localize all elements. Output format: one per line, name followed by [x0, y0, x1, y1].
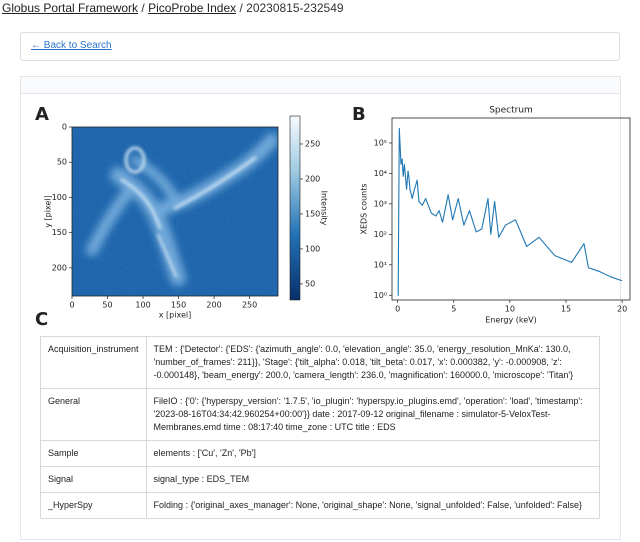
panel-label: C	[35, 309, 48, 330]
colorbar-tick-label: 200	[305, 174, 320, 183]
field-value: elements : ['Cu', 'Zn', 'Pb']	[145, 440, 601, 467]
y-axis-label: XEDS counts	[360, 183, 369, 234]
x-axis-label: x [pixel]	[159, 311, 191, 320]
table-row: General FileIO : {'0': {'hyperspy_version…	[40, 388, 601, 441]
field-value: signal_type : EDS_TEM	[145, 466, 601, 493]
card-header	[21, 77, 620, 94]
field-value: FileIO : {'0': {'hyperspy_version': '1.7…	[145, 388, 601, 441]
x-tick-label: 250	[242, 301, 257, 310]
x-tick-label: 20	[617, 305, 627, 314]
y-tick-label: 10²	[374, 230, 387, 239]
breadcrumb: Globus Portal Framework / PicoProbe Inde…	[2, 1, 344, 15]
y-tick-label: 100	[52, 193, 67, 202]
x-tick-label: 200	[206, 301, 221, 310]
back-box: ← Back to Search	[20, 32, 620, 61]
crumb-current: 20230815-232549	[246, 1, 344, 15]
back-link[interactable]: ← Back to Search	[31, 40, 112, 51]
table-row: _HyperSpy Folding : {'original_axes_manag…	[40, 492, 601, 519]
y-tick-label: 10⁴	[374, 169, 387, 178]
colorbar-label: Intensity	[320, 191, 329, 226]
x-tick-label: 15	[561, 305, 571, 314]
field-name: Sample	[40, 440, 147, 467]
field-value: TEM : {'Detector': {'EDS': {'azimuth_ang…	[145, 336, 601, 389]
table-row: Sample elements : ['Cu', 'Zn', 'Pb']	[40, 440, 601, 467]
back-arrow: ←	[31, 40, 41, 51]
field-name: General	[40, 388, 147, 441]
y-tick-label: 10³	[374, 199, 387, 208]
y-tick-label: 10⁵	[374, 138, 387, 147]
colorbar-tick-label: 100	[305, 244, 320, 253]
x-tick-label: 0	[69, 301, 74, 310]
panel-label: B	[352, 104, 366, 125]
x-tick-label: 10	[505, 305, 515, 314]
chart-title: Spectrum	[489, 106, 533, 116]
spectrum-frame	[391, 117, 631, 301]
image-frame	[71, 126, 279, 297]
table-row: Signal signal_type : EDS_TEM	[40, 466, 601, 493]
field-name: _HyperSpy	[40, 492, 147, 519]
x-tick-label: 150	[171, 301, 186, 310]
back-text: Back to Search	[43, 40, 112, 51]
x-tick-label: 100	[135, 301, 150, 310]
panel-label: A	[35, 104, 49, 125]
micrograph	[72, 127, 278, 296]
colorbar	[289, 115, 301, 301]
y-tick-label: 200	[52, 263, 67, 272]
y-tick-label: 150	[52, 228, 67, 237]
colorbar-tick-label: 150	[305, 209, 320, 218]
x-axis-label: Energy (keV)	[485, 316, 537, 325]
field-name: Signal	[40, 466, 147, 493]
record-card	[20, 76, 621, 540]
crumb-link[interactable]: PicoProbe Index	[148, 1, 237, 15]
y-tick-label: 10⁰	[374, 291, 387, 300]
y-tick-label: 50	[57, 158, 67, 167]
y-axis-label: y [pixel]	[44, 195, 53, 227]
field-value: Folding : {'original_axes_manager': None…	[145, 492, 601, 519]
colorbar-tick-label: 250	[305, 139, 320, 148]
crumb-link[interactable]: Globus Portal Framework	[2, 1, 139, 15]
x-tick-label: 5	[451, 305, 456, 314]
y-tick-label: 10¹	[374, 260, 387, 269]
y-tick-label: 0	[62, 123, 67, 132]
metadata-table: Acquisition_instrument TEM : {'Detector':…	[40, 336, 601, 519]
field-name: Acquisition_instrument	[40, 336, 147, 389]
x-tick-label: 0	[395, 305, 400, 314]
spectrum-line	[397, 127, 623, 296]
colorbar-tick-label: 50	[305, 279, 315, 288]
x-tick-label: 50	[102, 301, 112, 310]
table-row: Acquisition_instrument TEM : {'Detector':…	[40, 336, 601, 389]
